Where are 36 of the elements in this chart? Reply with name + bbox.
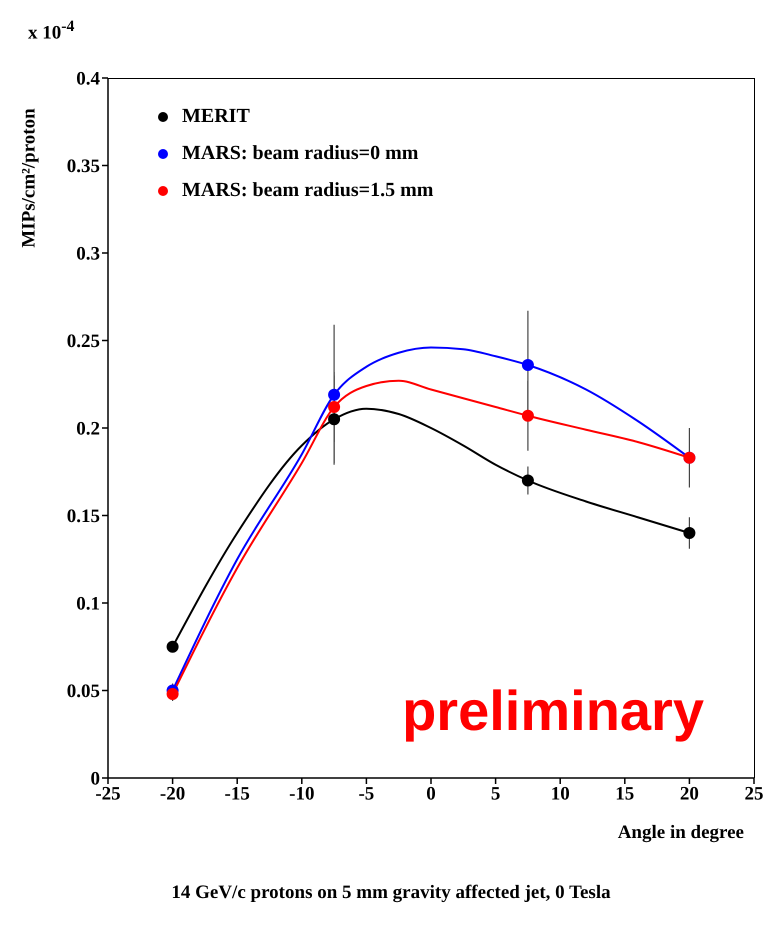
y-axis-title: MIPs/cm²/proton — [18, 108, 40, 248]
text: x 10$^{-4}$ — [28, 18, 74, 44]
legend-label: MARS: beam radius=1.5 mm — [182, 179, 434, 202]
x-tick-label: -20 — [160, 783, 186, 804]
annotation: preliminary — [402, 678, 704, 743]
point — [166, 640, 179, 653]
y-tick-label: 0.2 — [76, 418, 100, 440]
point — [328, 388, 340, 401]
x-tick-label: 5 — [490, 783, 500, 804]
y-tick-label: 0 — [90, 768, 100, 790]
y-tick-label: 0.1 — [76, 594, 100, 615]
text: 14 GeV/c protons on 5 mm gravity affected jet, 0 Tesla — [170, 882, 612, 904]
y-tick-label: 0.15 — [66, 506, 100, 528]
point — [683, 527, 696, 539]
y-tick-label: 0.3 — [76, 244, 100, 265]
point — [328, 413, 340, 426]
legend-label: MERIT — [182, 105, 250, 128]
x-tick-label: -10 — [289, 783, 314, 804]
x-tick-label: 0 — [426, 783, 436, 804]
x-tick-label: 25 — [744, 783, 764, 804]
y-tick-label: 0.4 — [76, 68, 100, 90]
y-tick-label: 0.25 — [66, 331, 100, 352]
legend-label: MARS: beam radius=0 mm — [182, 142, 418, 165]
x-tick-label: -15 — [224, 783, 250, 804]
point — [166, 688, 179, 700]
point — [328, 401, 340, 413]
point — [522, 410, 534, 422]
x-tick-label: 10 — [550, 783, 570, 804]
y-tick-label: 0.35 — [66, 156, 100, 178]
x-axis-title: Angle in degree — [618, 822, 744, 843]
x-tick-label: 15 — [615, 783, 634, 804]
y-tick-label: 0.05 — [66, 681, 100, 702]
x-tick-label: 20 — [680, 783, 699, 804]
x-tick-label: -5 — [358, 783, 374, 804]
point — [522, 359, 534, 371]
point — [522, 474, 534, 486]
